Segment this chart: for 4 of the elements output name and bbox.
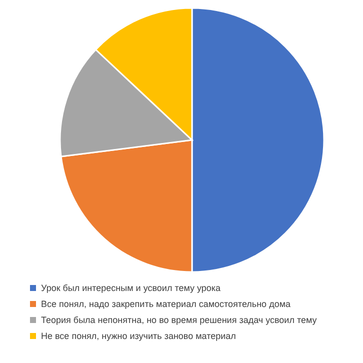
legend-label: Все понял, надо закрепить материал самостоятельно дома xyxy=(41,298,291,311)
legend-label: Урок был интересным и усвоил тему урока xyxy=(41,282,221,295)
legend-label: Не все понял, нужно изучить заново материал xyxy=(41,330,236,343)
legend-label: Теория была непонятна, но во время решения задач усвоил тему xyxy=(41,314,317,327)
